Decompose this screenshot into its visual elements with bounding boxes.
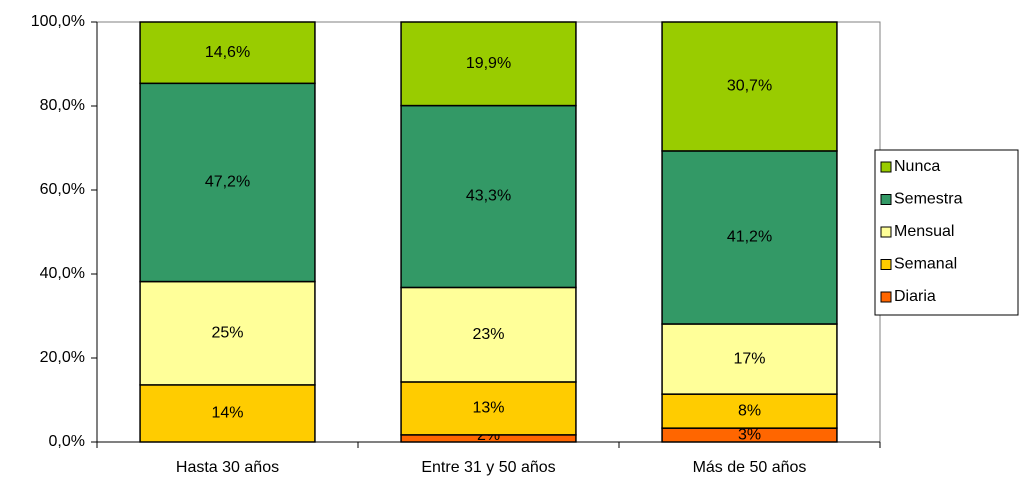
value-label: 13% (472, 400, 504, 417)
y-tick-label: 20,0% (40, 349, 85, 366)
legend-label: Nunca (894, 158, 940, 175)
value-label: 23% (472, 326, 504, 343)
y-tick-label: 100,0% (31, 13, 85, 30)
legend-label: Semestra (894, 191, 963, 208)
value-label: 25% (211, 324, 243, 341)
value-label: 3% (738, 426, 761, 443)
y-tick-label: 0,0% (49, 433, 85, 450)
bar-segment (400, 104, 577, 289)
legend-label: Diaria (894, 288, 936, 305)
x-tick-label: Hasta 30 años (176, 459, 279, 476)
value-label: 30,7% (727, 78, 772, 95)
legend-swatch (880, 161, 892, 173)
value-label: 17% (733, 350, 765, 367)
x-tick-label: Más de 50 años (693, 459, 807, 476)
x-tick-label: Entre 31 y 50 años (421, 459, 555, 476)
bar-segment (400, 21, 577, 107)
legend-box (874, 149, 1019, 316)
value-label: 19,9% (466, 55, 511, 72)
legend-label: Semanal (894, 256, 957, 273)
value-label: 43,3% (466, 188, 511, 205)
value-label: 14% (211, 405, 243, 422)
legend-swatch (880, 259, 892, 270)
bar-segment (661, 150, 838, 325)
legend-swatch (880, 194, 892, 205)
y-tick-label: 40,0% (40, 265, 85, 282)
legend-swatch (880, 291, 892, 303)
y-tick-label: 80,0% (40, 97, 85, 114)
value-label: 47,2% (205, 174, 250, 191)
bar-segment (139, 21, 316, 85)
legend-label: Mensual (894, 223, 954, 240)
value-label: 8% (738, 402, 761, 419)
bar-segment (661, 393, 838, 429)
value-label: 14,6% (205, 44, 250, 61)
bar-segment (400, 286, 577, 383)
bar-segment (661, 21, 838, 152)
bar-segment (661, 323, 838, 395)
value-label: 41,2% (727, 229, 772, 246)
y-tick-label: 60,0% (40, 181, 85, 198)
legend-swatch (880, 226, 892, 238)
